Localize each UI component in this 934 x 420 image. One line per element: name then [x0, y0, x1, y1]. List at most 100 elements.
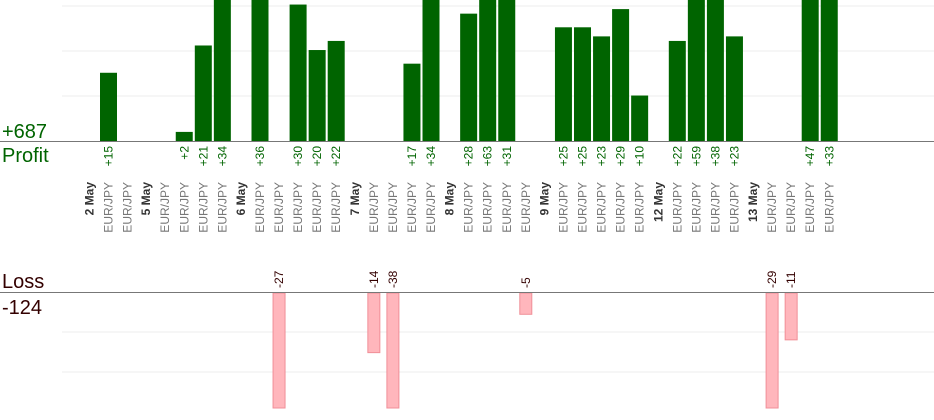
loss-value-label: -38	[386, 270, 400, 288]
day-label: 13 May	[746, 182, 760, 222]
profit-value-label: +23	[727, 146, 741, 167]
pair-label: EUR/JPY	[272, 182, 286, 233]
pair-label: EUR/JPY	[556, 182, 570, 233]
loss-total: -124	[2, 297, 42, 319]
loss-bar	[272, 292, 286, 409]
pair-label: EUR/JPY	[595, 182, 609, 233]
profit-bar	[612, 9, 630, 142]
pair-label: EUR/JPY	[253, 182, 267, 233]
pair-label: EUR/JPY	[519, 182, 533, 233]
pair-label: EUR/JPY	[367, 182, 381, 233]
loss-bar	[519, 292, 533, 315]
profit-value-label: +31	[500, 146, 514, 167]
category-labels: 2 May EUR/JPY EUR/JPY 5 May EUR/JPY EUR/JPY EU…	[82, 182, 836, 233]
profit-value-label: +17	[405, 146, 419, 167]
day-label: 2 May	[82, 182, 96, 216]
profit-value-label: +25	[556, 146, 570, 167]
loss-label: Loss	[2, 271, 44, 293]
loss-bar	[784, 292, 798, 341]
loss-value-label: -14	[367, 270, 381, 288]
pair-label: EUR/JPY	[822, 182, 836, 233]
profit-value-label: +25	[576, 146, 590, 167]
pair-label: EUR/JPY	[784, 182, 798, 233]
pair-label: EUR/JPY	[177, 182, 191, 233]
profit-value-label: +28	[462, 146, 476, 167]
profit-value-label: +30	[291, 146, 305, 167]
pair-label: EUR/JPY	[614, 182, 628, 233]
profit-bar	[554, 27, 572, 142]
profit-value-label: +63	[481, 146, 495, 167]
pair-label: EUR/JPY	[424, 182, 438, 233]
pair-label: EUR/JPY	[803, 182, 817, 233]
profit-label: Profit	[2, 145, 49, 167]
profit-bar	[574, 27, 591, 142]
profit-bar	[706, 0, 724, 141]
loss-value-label: -11	[784, 271, 798, 288]
profit-value-label: +47	[803, 146, 817, 167]
pair-label: EUR/JPY	[196, 182, 210, 233]
baselines	[0, 141, 934, 293]
profit-bar	[801, 0, 819, 141]
pair-label: EUR/JPY	[158, 182, 172, 233]
day-label: 8 May	[443, 182, 457, 216]
profit-value-label: +15	[102, 146, 116, 167]
loss-bar	[367, 292, 381, 354]
profit-bar	[175, 131, 193, 141]
pair-label: EUR/JPY	[329, 182, 343, 233]
day-label: 6 May	[234, 182, 248, 216]
pair-label: EUR/JPY	[576, 182, 590, 233]
profit-bar	[289, 4, 307, 142]
pair-label: EUR/JPY	[291, 182, 305, 233]
profit-value-label: +34	[215, 146, 229, 167]
profit-total: +687	[2, 121, 47, 143]
pair-label: EUR/JPY	[670, 182, 684, 233]
profit-bar	[593, 36, 611, 141]
day-label: 9 May	[537, 182, 551, 216]
loss-value-label: -27	[272, 270, 286, 288]
pair-label: EUR/JPY	[215, 182, 229, 233]
profit-bar	[725, 36, 743, 141]
pair-label: EUR/JPY	[481, 182, 495, 233]
profit-bar	[631, 95, 649, 141]
loss-value-label: -29	[765, 270, 779, 288]
profit-value-label: +22	[670, 146, 684, 167]
pair-label: EUR/JPY	[310, 182, 324, 233]
day-label: 12 May	[651, 182, 665, 222]
pair-label: EUR/JPY	[708, 182, 722, 233]
profit-bar	[194, 45, 212, 141]
profit-value-label: +36	[253, 146, 267, 167]
profit-bar	[403, 63, 421, 142]
profit-value-label: +34	[424, 146, 438, 167]
profit-value-label: +20	[310, 146, 324, 167]
pair-label: EUR/JPY	[462, 182, 476, 233]
pair-label: EUR/JPY	[121, 182, 135, 233]
pair-label: EUR/JPY	[727, 182, 741, 233]
profit-bar	[498, 0, 516, 141]
profit-value-label: +59	[689, 146, 703, 167]
profit-bar	[327, 40, 345, 141]
loss-bar	[765, 292, 779, 409]
profit-value-label: +38	[708, 146, 722, 167]
profit-bar	[308, 50, 326, 141]
day-label: 7 May	[348, 182, 362, 216]
loss-value-label: -5	[519, 277, 533, 288]
day-label: 5 May	[139, 182, 153, 216]
value-labels: +15 +2 +21 +34 +36 -27 +30 +20 +22 -14 -38 +17 +34 +2…	[102, 146, 837, 288]
profit-bar	[687, 0, 705, 141]
profit-bar	[100, 72, 117, 141]
bars-layer	[100, 0, 838, 409]
pair-label: EUR/JPY	[765, 182, 779, 233]
profit-bar	[460, 13, 478, 141]
profit-value-label: +29	[614, 146, 628, 167]
pair-label: EUR/JPY	[633, 182, 647, 233]
profit-bar	[422, 0, 440, 141]
pair-label: EUR/JPY	[689, 182, 703, 233]
profit-value-label: +2	[177, 146, 191, 160]
profit-bar	[479, 0, 497, 141]
profit-bar	[251, 0, 269, 141]
pair-label: EUR/JPY	[102, 182, 116, 233]
pair-label: EUR/JPY	[500, 182, 514, 233]
profit-bar	[668, 40, 686, 141]
profit-value-label: +23	[595, 146, 609, 167]
